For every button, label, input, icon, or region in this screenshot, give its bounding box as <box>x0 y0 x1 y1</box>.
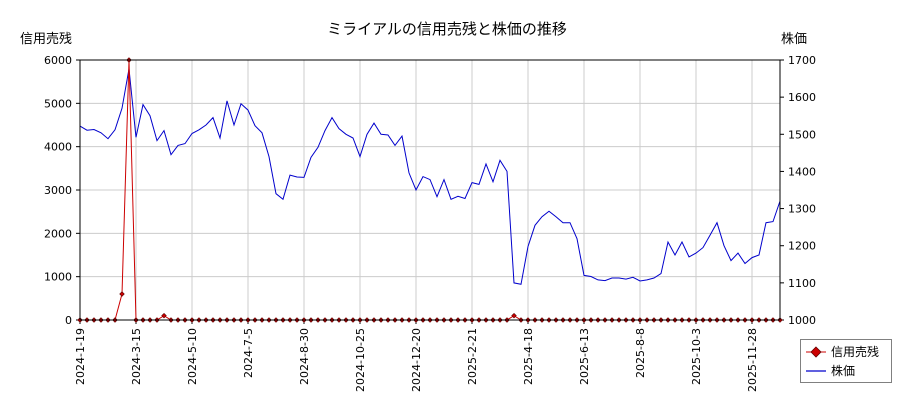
blue-line-icon <box>806 370 826 372</box>
left-tick-label: 0 <box>65 314 72 327</box>
right-axis-ticks: 1000 1100 1200 1300 1400 1500 1600 1700 <box>780 54 816 327</box>
legend-item-margin-sell: 信用売残 <box>801 343 891 361</box>
left-tick-label: 6000 <box>44 54 72 67</box>
right-tick-label: 1300 <box>788 203 816 216</box>
x-tick-label: 2025-2-21 <box>466 328 479 385</box>
left-tick-label: 5000 <box>44 97 72 110</box>
right-tick-label: 1000 <box>788 314 816 327</box>
left-axis-title: 信用売残 <box>20 31 72 47</box>
right-axis-title: 株価 <box>781 32 807 47</box>
right-tick-label: 1100 <box>788 277 816 290</box>
x-tick-label: 2025-6-13 <box>578 328 591 385</box>
right-tick-label: 1600 <box>788 91 816 104</box>
x-tick-label: 2025-4-18 <box>522 328 535 385</box>
right-tick-label: 1200 <box>788 240 816 253</box>
left-tick-label: 3000 <box>44 184 72 197</box>
margin-sell-point <box>511 312 517 319</box>
right-tick-label: 1700 <box>788 54 816 67</box>
red-diamond-line-icon <box>806 346 826 358</box>
legend-label-margin-sell: 信用売残 <box>831 345 880 359</box>
legend: 信用売残 株価 <box>800 339 892 383</box>
right-tick-label: 1400 <box>788 165 816 178</box>
right-tick-label: 1500 <box>788 128 816 141</box>
legend-item-stock-price: 株価 <box>801 362 891 380</box>
x-tick-label: 2025-10-3 <box>690 328 703 385</box>
x-tick-label: 2024-8-30 <box>298 328 311 385</box>
margin-sell-point <box>119 291 125 297</box>
left-tick-label: 1000 <box>44 271 72 284</box>
left-tick-label: 2000 <box>44 227 72 240</box>
series-line-stock-price <box>79 68 781 285</box>
chart-title: ミライアルの信用売残と株価の推移 <box>327 20 567 38</box>
left-axis-ticks: 0 1000 2000 3000 4000 5000 6000 <box>44 54 80 327</box>
x-tick-label: 2024-5-10 <box>186 328 199 385</box>
legend-label-stock-price: 株価 <box>831 364 856 378</box>
x-tick-label: 2025-11-28 <box>746 328 759 392</box>
x-tick-label: 2024-3-15 <box>130 328 143 385</box>
grid <box>79 59 780 321</box>
x-tick-label: 2024-10-25 <box>354 328 367 392</box>
x-tick-label: 2024-1-19 <box>74 328 87 385</box>
x-tick-label: 2025-8-8 <box>634 328 647 378</box>
plot-frame <box>79 59 781 321</box>
x-axis-ticks: 2024-1-19 2024-3-15 2024-5-10 2024-7-5 2024-… <box>74 320 759 392</box>
x-tick-label: 2024-7-5 <box>242 328 255 378</box>
x-tick-label: 2024-12-20 <box>410 328 423 392</box>
margin-sell-point <box>161 312 167 319</box>
left-tick-label: 4000 <box>44 141 72 154</box>
